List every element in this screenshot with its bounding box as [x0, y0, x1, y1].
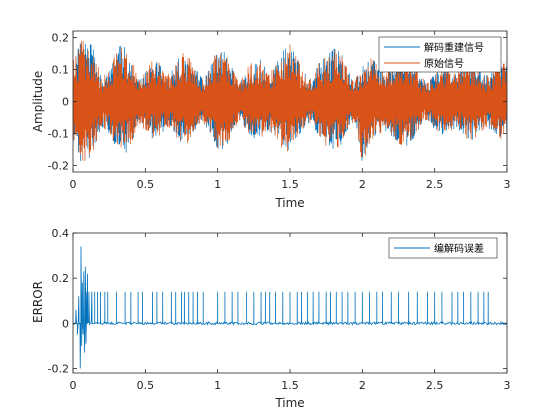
bottom-legend-label-error: 编解码误差	[434, 242, 484, 255]
top-x-axis-label: Time	[274, 196, 304, 210]
bottom-x-tick-label: 0.5	[137, 379, 155, 392]
top-series-group	[73, 40, 507, 162]
top-y-tick-label: -0.1	[48, 128, 69, 141]
bottom-y-tick-label: -0.2	[48, 362, 69, 375]
bottom-y-tick-label: 0.4	[52, 227, 70, 240]
plot-top: 0 0.5 1 1.5 2 2.5 3 -0.2 -0.1 0 0.1 0.2 Time Ampli…	[31, 30, 511, 210]
bottom-y-tick-label: 0.2	[52, 272, 70, 285]
bottom-x-axis-label: Time	[274, 396, 304, 410]
top-x-tick-label: 1.5	[281, 178, 299, 191]
bottom-x-tick-label: 1.5	[281, 379, 299, 392]
bottom-series-group	[73, 246, 507, 369]
top-y-tick-label: 0.2	[52, 31, 70, 44]
bottom-x-tick-label: 0	[70, 379, 77, 392]
bottom-x-tick-label: 3	[504, 379, 511, 392]
bottom-series-line-error	[73, 246, 507, 369]
plot-bottom: 0 0.5 1 1.5 2 2.5 3 -0.200.20.4 Time ERROR 编解码…	[31, 227, 511, 410]
bottom-y-axis-label: ERROR	[31, 281, 45, 323]
bottom-x-tick-label: 2.5	[426, 379, 444, 392]
top-x-tick-label: 2.5	[426, 178, 444, 191]
bottom-x-tick-label: 1	[214, 379, 221, 392]
top-x-tick-label: 0.5	[137, 178, 155, 191]
top-y-tick-label: -0.2	[48, 160, 69, 173]
top-x-tick-label: 3	[504, 178, 511, 191]
bottom-x-axis: 0 0.5 1 1.5 2 2.5 3	[70, 233, 511, 392]
bottom-y-tick-label: 0	[62, 317, 69, 330]
top-legend-label-decoded: 解码重建信号	[424, 41, 484, 54]
top-x-tick-label: 2	[359, 178, 366, 191]
top-series-line-1	[73, 40, 507, 161]
bottom-legend-box	[388, 237, 498, 259]
top-legend-box	[378, 36, 502, 73]
top-x-axis: 0 0.5 1 1.5 2 2.5 3	[70, 31, 511, 191]
top-legend: 解码重建信号 原始信号	[378, 36, 502, 73]
top-x-tick-label: 1	[214, 178, 221, 191]
bottom-y-axis: -0.2 0 0.2 0.4	[48, 227, 507, 375]
top-y-axis-label: Amplitude	[31, 71, 45, 133]
top-y-tick-label: 0.1	[52, 63, 70, 76]
bottom-x-tick-label: 2	[359, 379, 366, 392]
top-x-tick-label: 0	[70, 178, 77, 191]
top-y-axis: -0.2 -0.1 0 0.1 0.2	[48, 31, 507, 173]
top-y-tick-label: 0	[62, 96, 69, 109]
bottom-legend: 编解码误差	[388, 237, 498, 259]
top-legend-label-original: 原始信号	[424, 57, 464, 70]
